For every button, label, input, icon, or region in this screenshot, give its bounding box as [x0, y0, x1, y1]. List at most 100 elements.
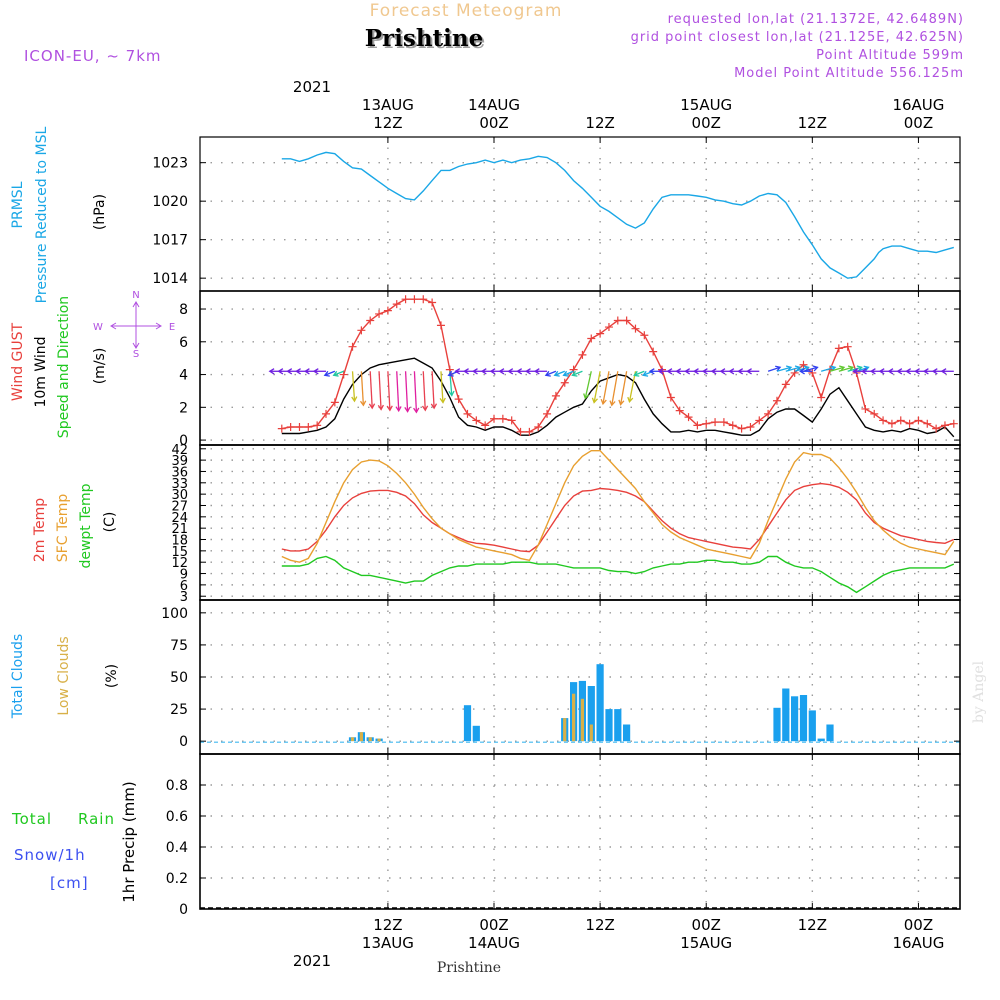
wind-gust-point — [932, 424, 941, 433]
wind-gust-point — [613, 316, 622, 325]
total-cloud-bar — [791, 696, 799, 742]
wind-direction-arrow — [369, 371, 373, 409]
low-cloud-bar — [580, 698, 584, 742]
wind-gust-point — [313, 421, 322, 430]
wind-arrow-head — [323, 370, 330, 377]
wind-label-gust: Wind GUST — [10, 322, 26, 401]
wind-gust-point — [534, 422, 543, 431]
wind-direction-arrow — [620, 371, 628, 405]
wind-arrow-head — [803, 365, 810, 372]
wind-arrow-head — [914, 368, 920, 375]
wind-arrow-head — [421, 405, 429, 412]
wind-gust-point — [304, 422, 313, 431]
wind-gust-point — [277, 424, 286, 433]
wind-arrow-head — [701, 368, 708, 375]
wind-direction-arrow — [396, 371, 400, 411]
panel-frame — [199, 444, 961, 601]
wind-arrow-head — [471, 368, 478, 375]
total-cloud-bar — [817, 738, 825, 742]
wind-arrow-head — [692, 368, 699, 375]
wind-arrow-head — [553, 370, 560, 377]
wind-gust-point — [410, 295, 419, 304]
wind-arrow-head — [351, 396, 358, 403]
low-cloud-bar — [359, 732, 363, 742]
wind-arrow-head — [295, 368, 301, 375]
bottom-hour-label: 00Z — [692, 916, 721, 934]
wind-gust-point — [295, 422, 304, 431]
wind-direction-arrow — [422, 371, 426, 411]
pressure-series-line — [281, 151, 954, 279]
wind-arrow-head — [377, 404, 384, 411]
wind-gust-point — [366, 316, 375, 325]
wind-gust-point — [711, 418, 720, 427]
bottom-date-label: 15AUG — [680, 934, 732, 952]
wind-direction-arrow — [634, 370, 645, 376]
wind-label-10m: 10m Wind — [33, 336, 49, 407]
wind-arrow-head — [533, 368, 540, 375]
y-tick-label: 0 — [179, 433, 188, 449]
y-tick-label: 8 — [179, 302, 188, 318]
chart-title: Forecast Meteogram — [370, 1, 563, 21]
wind-gust-point — [896, 416, 905, 425]
wind-gust-point — [861, 404, 870, 413]
wind-direction-arrow — [572, 370, 583, 376]
panel-clouds-grid: 0 25 50 75 100 — [161, 600, 960, 754]
wind-direction-arrow — [776, 366, 792, 372]
model-label: ICON-EU, ~ 7km — [24, 47, 162, 65]
wind-direction-arrow — [378, 371, 382, 410]
wind-arrow-head — [609, 400, 616, 407]
footer-location: Prishtine — [437, 960, 501, 976]
precip-label-total: Total — [11, 810, 52, 828]
y-tick-label: 27 — [171, 499, 188, 514]
top-hour-label: 12Z — [585, 114, 614, 132]
top-date-label: 13AUG — [362, 96, 414, 114]
y-tick-label: 6 — [179, 335, 188, 351]
wind-direction-arrow — [563, 370, 574, 376]
y-tick-label: 50 — [170, 670, 188, 686]
wind-arrow-head — [648, 368, 655, 375]
wind-direction-arrow — [593, 371, 601, 403]
bottom-date-label: 13AUG — [362, 934, 414, 952]
wind-arrow-head — [368, 403, 376, 410]
wind-gust-point — [578, 350, 587, 359]
top-hour-label: 00Z — [904, 114, 933, 132]
wind-arrow-head — [794, 365, 802, 372]
wind-gust-point — [772, 396, 781, 405]
wind-arrow-head — [905, 368, 912, 375]
wind-gust-point — [596, 329, 605, 338]
low-cloud-bar — [572, 693, 576, 742]
y-tick-label: 1020 — [152, 194, 188, 210]
cloud-labels: Total Clouds Low Clouds (%) — [10, 634, 120, 719]
wind-series-group — [268, 295, 958, 438]
wind-arrow-head — [710, 368, 717, 375]
bottom-year-label: 2021 — [293, 952, 331, 970]
model-altitude: Model Point Altitude 556.125m — [734, 66, 964, 81]
compass-w: W — [93, 322, 103, 333]
y-tick-label: 75 — [170, 638, 188, 654]
wind-gust-point — [764, 409, 773, 418]
wind-arrow-head — [524, 368, 531, 375]
wind-direction-arrow — [767, 366, 781, 372]
wind-direction-arrow — [611, 371, 619, 406]
panel-precipitation-grid: 0 0.2 0.4 0.6 0.8 — [166, 754, 960, 918]
wind-arrow-head — [878, 368, 885, 375]
wind-arrow-head — [562, 370, 569, 377]
y-tick-label: 6 — [180, 579, 188, 594]
wind-direction-arrow — [431, 371, 435, 409]
wind-arrow-head — [395, 406, 402, 413]
wind-unit: (m/s) — [92, 348, 108, 385]
y-tick-label: 4 — [179, 368, 188, 384]
total-cloud-bar — [623, 724, 631, 742]
cloud-label-total: Total Clouds — [10, 634, 26, 719]
wind-gust-point — [940, 421, 949, 430]
wind-gust-point — [949, 419, 958, 428]
wind-gust-point — [693, 421, 702, 430]
total-cloud-bar — [463, 705, 472, 742]
requested-coords: requested lon,lat (21.1372E, 42.6489N) — [668, 12, 964, 27]
wind-gust-point — [879, 416, 888, 425]
y-tick-label: 3 — [180, 590, 188, 605]
wind-direction-arrow — [584, 371, 592, 399]
temp-2m-line — [281, 482, 955, 553]
wind-arrow-head — [728, 368, 735, 375]
